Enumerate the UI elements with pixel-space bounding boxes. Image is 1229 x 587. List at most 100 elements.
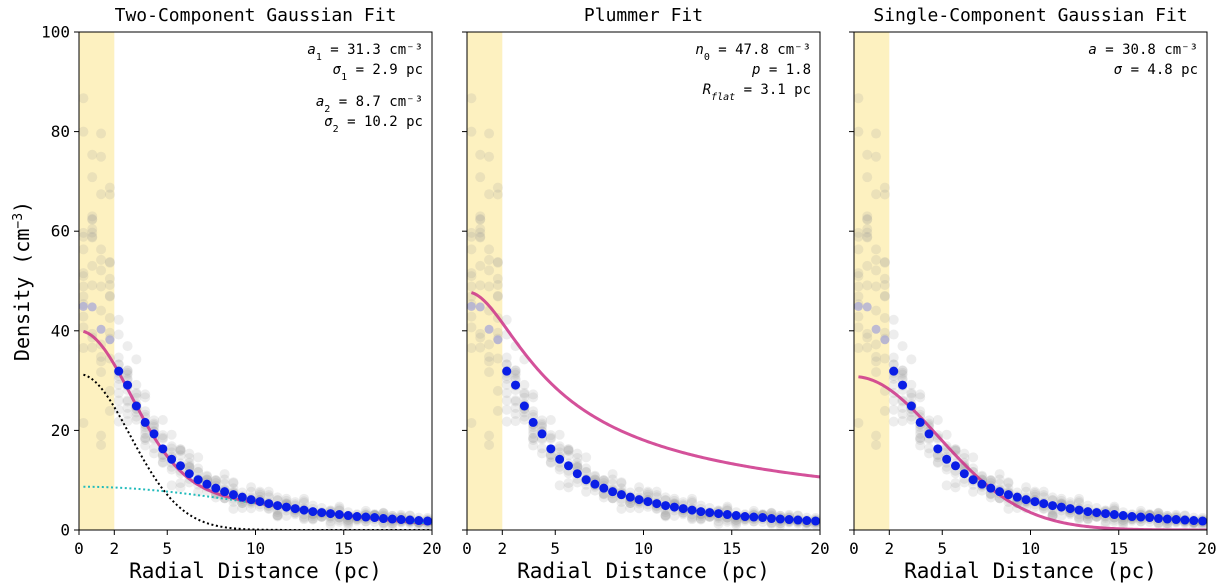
profile-point	[254, 488, 265, 499]
profile-point	[563, 445, 574, 456]
profile-point	[325, 519, 336, 530]
annotation-1: a = 30.8 cm⁻³	[1088, 42, 1198, 58]
binned-mean-points	[79, 301, 432, 526]
y-tick-label: 60	[51, 222, 70, 241]
profile-point	[157, 415, 168, 426]
mean-point	[731, 511, 741, 521]
mean-point	[634, 495, 644, 505]
mean-point	[977, 479, 987, 489]
profile-point	[713, 519, 724, 530]
profile-point	[475, 328, 486, 339]
profile-point	[1109, 501, 1120, 512]
profile-point	[510, 373, 521, 384]
profile-point	[475, 227, 486, 238]
x-tick-label: 2	[497, 539, 507, 558]
mean-point	[889, 366, 899, 376]
profile-point	[871, 128, 882, 139]
profile-point	[467, 268, 477, 279]
profile-point	[175, 482, 186, 493]
annotation-subscript: 0	[704, 52, 710, 63]
mean-point	[924, 429, 934, 439]
profile-point	[79, 271, 89, 282]
y-tick-label: 20	[51, 421, 70, 440]
profile-point	[184, 460, 195, 471]
profile-point	[140, 392, 151, 403]
profile-point	[210, 475, 221, 486]
profile-point	[572, 462, 583, 473]
profile-point	[1021, 482, 1032, 493]
profile-point	[510, 396, 521, 407]
profile-point	[598, 492, 609, 503]
profile-point	[862, 227, 873, 238]
panel-3: 0 2 5 10 15 20 Single-Component Gaussian Fit Ra…	[849, 5, 1217, 583]
profile-point	[660, 510, 671, 521]
mean-point	[563, 461, 573, 471]
profile-point	[475, 172, 486, 183]
profile-point	[484, 430, 495, 441]
profile-point	[651, 486, 662, 497]
profile-point	[1118, 519, 1129, 530]
profile-point	[184, 457, 195, 468]
profile-point	[131, 389, 142, 400]
profile-point	[563, 444, 574, 455]
profile-point	[915, 433, 926, 444]
profile-point	[175, 444, 186, 455]
profile-point	[1056, 495, 1067, 506]
annotation-subscript: 1	[316, 52, 322, 63]
profile-point	[581, 452, 592, 463]
annotation-symbol: a	[316, 94, 324, 110]
profile-point	[492, 182, 503, 193]
profile-point	[113, 379, 124, 390]
profile-point	[941, 429, 952, 440]
x-tick-label: 20	[422, 539, 441, 558]
binned-mean-points	[854, 301, 1207, 526]
profile-point	[140, 434, 151, 445]
shaded-region	[854, 32, 890, 530]
profile-point	[563, 482, 574, 493]
profile-point	[492, 327, 503, 338]
annotation-value: = 30.8 cm⁻³	[1097, 42, 1198, 58]
profile-point	[941, 480, 952, 491]
profile-point	[501, 359, 512, 370]
profile-point	[854, 268, 864, 279]
profile-point	[484, 244, 495, 255]
mean-point	[1162, 514, 1172, 524]
profile-point	[634, 486, 645, 497]
mean-point	[96, 324, 106, 334]
profile-point	[1056, 510, 1067, 521]
plot-area	[79, 93, 432, 530]
x-tick-label: 0	[849, 539, 859, 558]
profile-point	[79, 231, 89, 242]
mean-point	[1012, 492, 1022, 502]
profile-point	[545, 450, 556, 461]
profile-point	[589, 471, 600, 482]
profile-point	[862, 211, 873, 222]
profile-point	[545, 415, 556, 426]
profile-point	[484, 339, 495, 350]
y-tick-label: 0	[60, 521, 70, 540]
x-tick-label: 15	[722, 539, 741, 558]
profile-point	[79, 343, 89, 354]
profile-point	[897, 369, 908, 380]
mean-point	[643, 497, 653, 507]
profile-point	[528, 428, 539, 439]
profile-point	[879, 273, 890, 284]
profile-point	[87, 149, 98, 160]
profile-point	[175, 450, 186, 461]
mean-point	[740, 512, 750, 522]
profile-point	[1029, 486, 1040, 497]
mean-point	[880, 335, 890, 345]
profile-point	[122, 369, 133, 380]
profile-point	[87, 172, 98, 183]
mean-point	[705, 508, 715, 518]
profile-point	[1074, 514, 1085, 525]
profile-point	[475, 342, 486, 353]
binned-mean-points	[467, 301, 820, 526]
annotation-2: σ = 4.8 pc	[1114, 62, 1198, 78]
profile-point	[862, 214, 873, 225]
mean-point	[581, 475, 591, 485]
profile-point	[871, 189, 882, 200]
profile-point	[140, 428, 151, 439]
mean-point	[105, 335, 115, 345]
profile-point	[492, 353, 503, 364]
